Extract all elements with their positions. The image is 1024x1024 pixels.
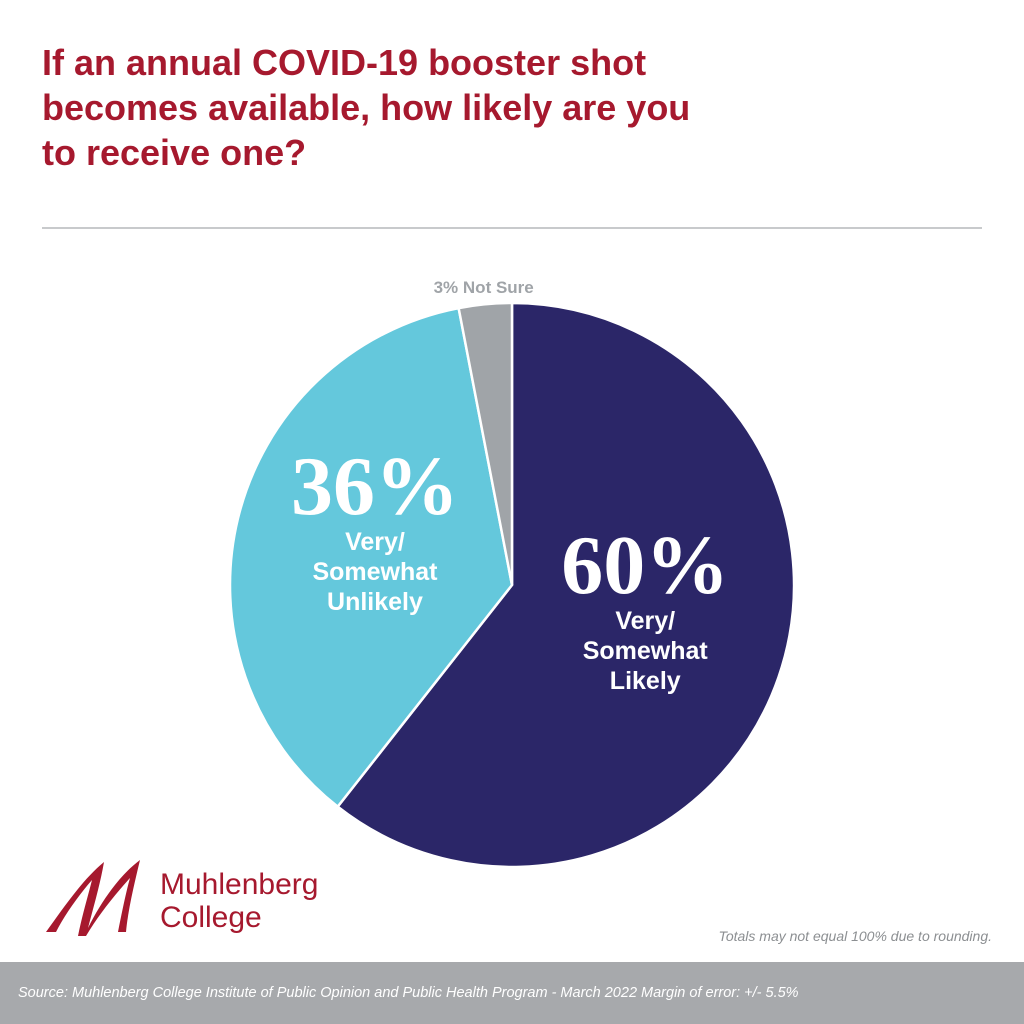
source: Source: Muhlenberg College Institute of … — [0, 962, 1024, 1024]
logo-line: College — [160, 901, 262, 934]
logo-line: Muhlenberg — [160, 868, 319, 901]
chart — [228, 301, 796, 869]
slice-label: 36% Very/ Somewhat Unlikely — [280, 439, 470, 617]
value-label: 36% — [290, 439, 459, 533]
footnote: Totals may not equal 100% due to roundin… — [718, 928, 992, 944]
logo-m — [46, 860, 140, 936]
category-label: Not Sure — [462, 278, 534, 298]
chart-title: If an annual COVID-19 booster shot becom… — [42, 42, 691, 173]
value-label: 60% — [561, 519, 730, 613]
category-label: Very/ Somewhat Likely — [582, 607, 708, 696]
pie-slice — [228, 306, 514, 809]
pie-slice — [457, 301, 514, 586]
slice-label: 60% Very/ Somewhat Likely — [550, 519, 740, 696]
logo-text: Muhlenberg College — [160, 868, 318, 934]
value-label: 3% — [433, 278, 459, 298]
divider — [42, 227, 982, 229]
slice-label: 3% Not Sure — [434, 278, 534, 298]
pie-slice — [335, 301, 796, 869]
logo-mark — [46, 860, 140, 936]
category-label: Very/ Somewhat Unlikely — [312, 527, 438, 616]
